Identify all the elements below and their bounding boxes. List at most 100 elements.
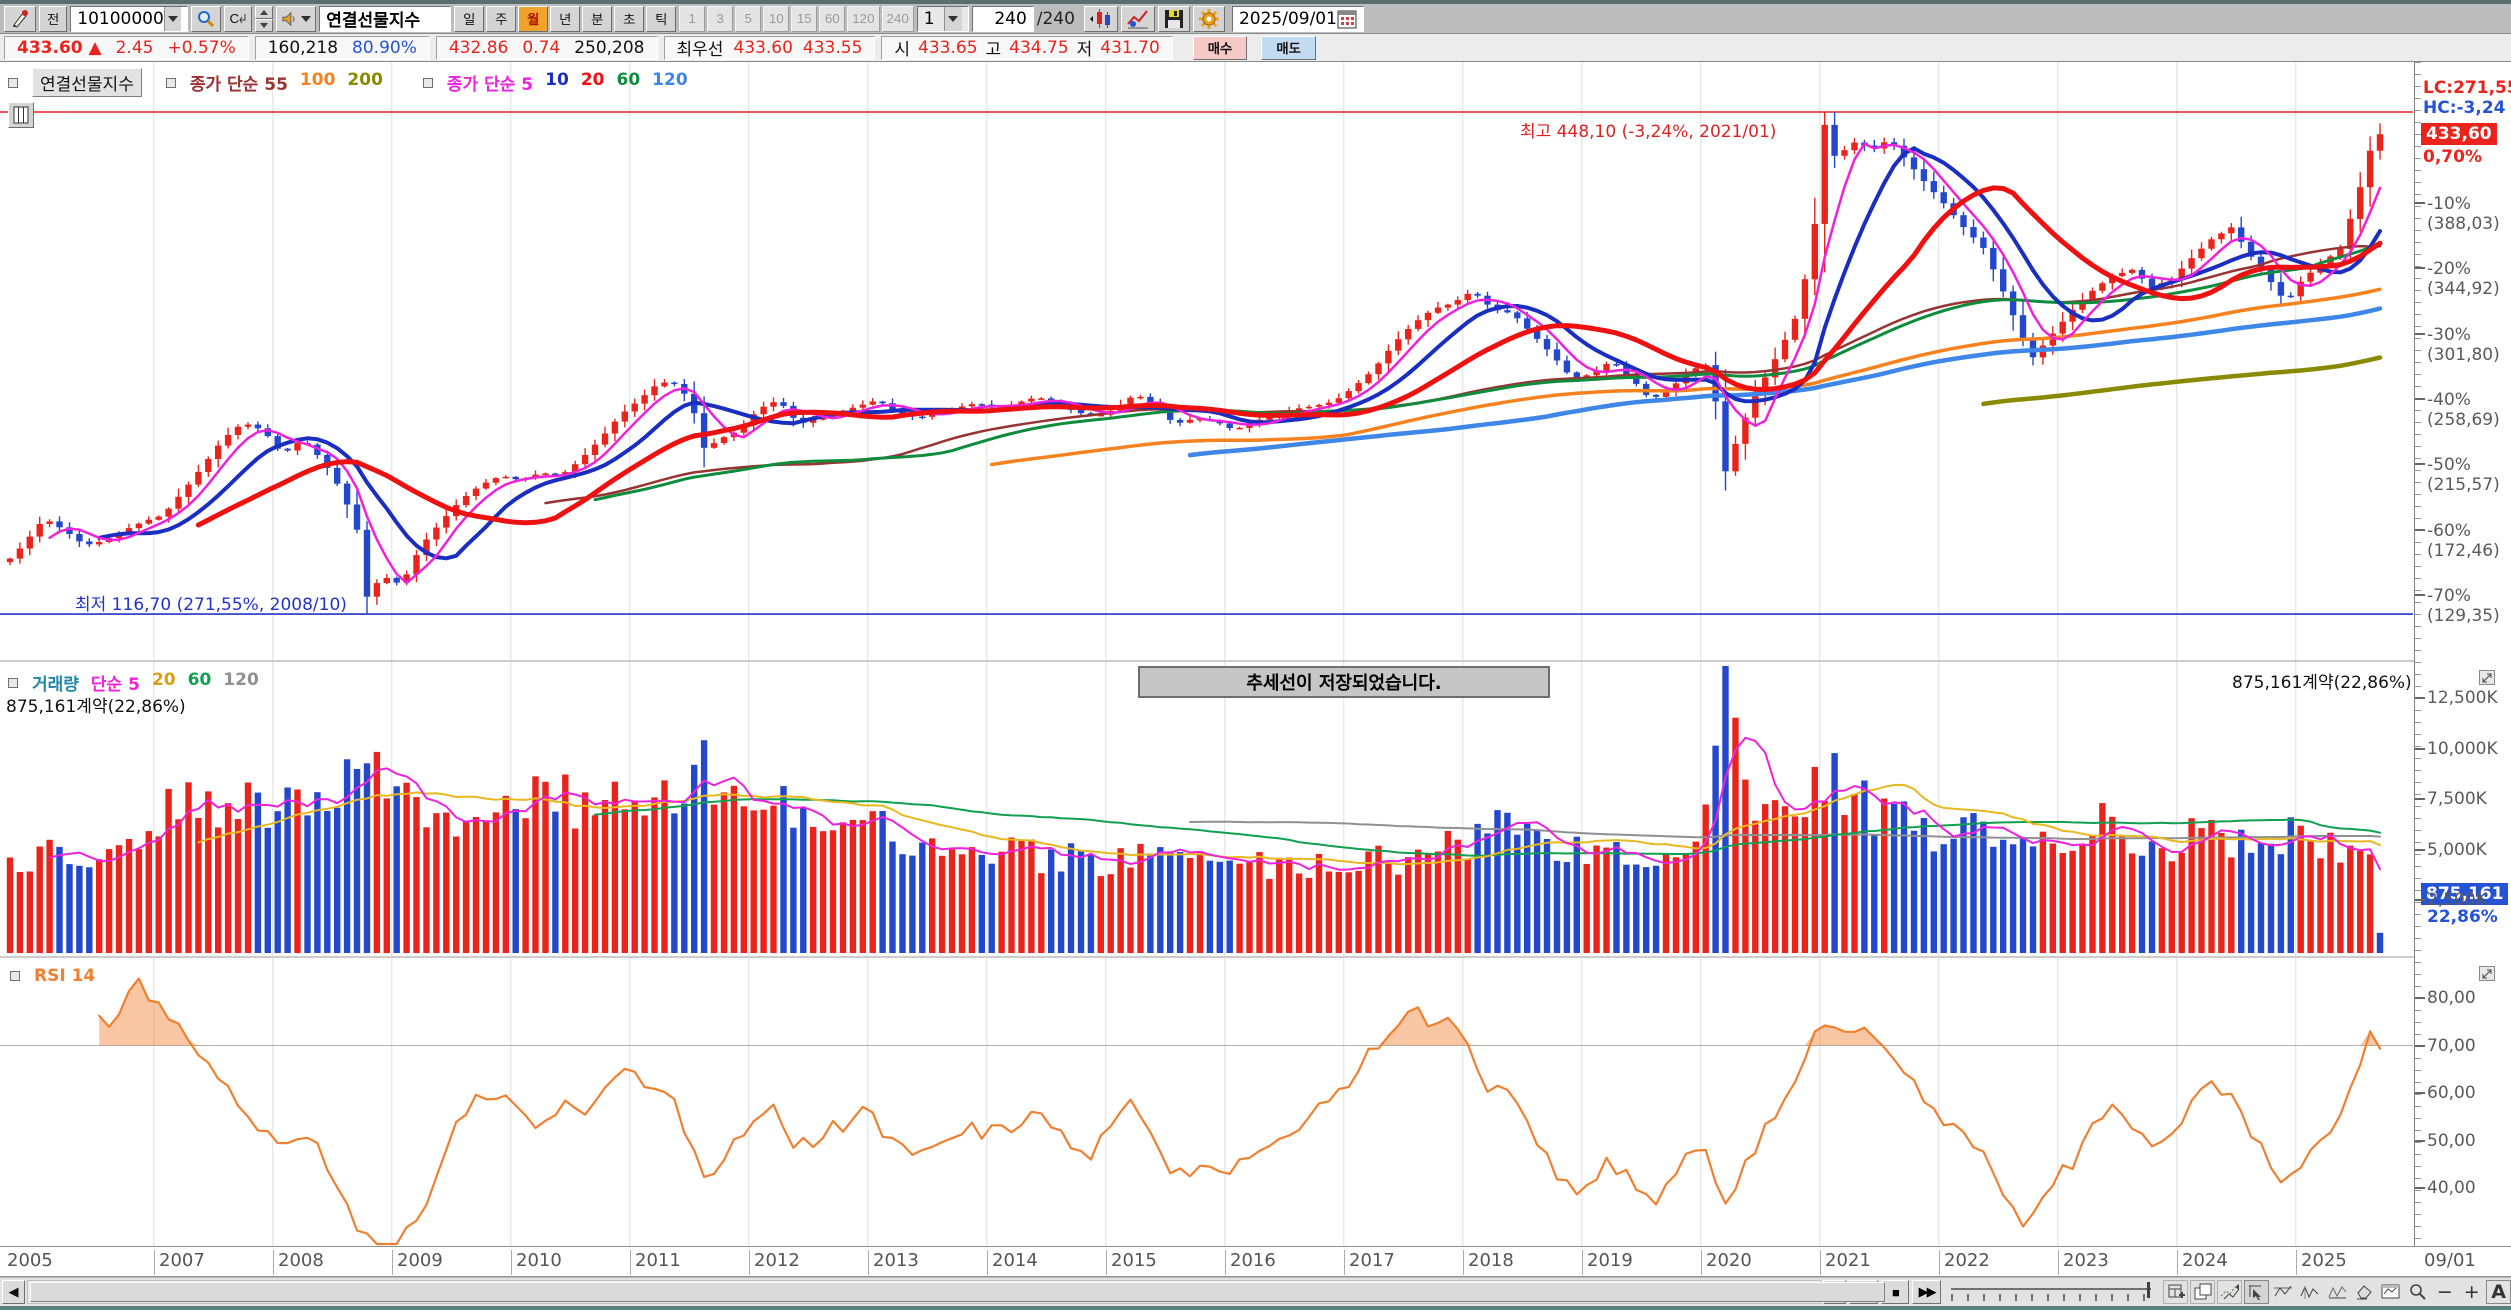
ohl-segment: 시 433.65 고 434.75 저 431.70	[881, 35, 1173, 60]
period-button-초[interactable]: 초	[614, 5, 645, 32]
rsi-legend-checkbox[interactable]	[10, 971, 20, 981]
sell-button[interactable]: 매도	[1261, 35, 1316, 60]
pen-tool-icon[interactable]	[4, 5, 36, 32]
axis-tick-ruler	[2415, 62, 2421, 1246]
chart-snapshot-icon[interactable]	[2378, 1280, 2404, 1304]
period-button-일[interactable]: 일	[454, 5, 485, 32]
hc-label: HC:-3,24	[2423, 98, 2506, 118]
auto-scale-button[interactable]: A	[2486, 1280, 2511, 1304]
zigzag-tool-icon[interactable]	[2270, 1280, 2296, 1304]
jeon-button[interactable]: 전	[39, 5, 68, 32]
minute-button-5[interactable]: 5	[735, 5, 762, 32]
replay-forward-button[interactable]: ▶▶	[1912, 1280, 1941, 1304]
line-chart-icon[interactable]	[1120, 5, 1155, 32]
best-bid: 433.60	[733, 37, 793, 58]
xaxis-year-label: 2017	[1344, 1250, 1395, 1275]
minute-button-60[interactable]: 60	[819, 5, 846, 32]
minute-button-240[interactable]: 240	[881, 5, 914, 32]
period-button-틱[interactable]: 틱	[646, 5, 677, 32]
minute-button-15[interactable]: 15	[791, 5, 818, 32]
symbol-legend-chip[interactable]: 연결선물지수	[32, 68, 142, 97]
minute-button-120[interactable]: 120	[847, 5, 880, 32]
period-button-년[interactable]: 년	[550, 5, 581, 32]
chart-plot-canvas[interactable]	[0, 62, 2511, 1246]
symbol-code-value: 10100000	[77, 8, 164, 29]
date-value: 2025/09/01	[1238, 8, 1337, 29]
main-axis-pct-label: -40%	[2427, 390, 2471, 410]
avg-price: 432.86	[448, 37, 509, 58]
sound-alert-icon[interactable]	[276, 5, 317, 32]
volume-pct: 80.90%	[352, 37, 417, 58]
minute-button-3[interactable]: 3	[707, 5, 734, 32]
interval-combo-arrow[interactable]	[943, 6, 962, 31]
wave-tool-icon[interactable]	[2297, 1280, 2323, 1304]
interval-combo[interactable]: 1	[916, 5, 969, 32]
period-button-주[interactable]: 주	[486, 5, 517, 32]
zoom-magnifier-icon[interactable]	[2405, 1280, 2431, 1304]
trendline-tool-icon[interactable]	[2217, 1280, 2243, 1304]
current-price: 433.60	[17, 37, 83, 58]
eraser-tool-icon[interactable]	[2351, 1280, 2377, 1304]
buy-button[interactable]: 매수	[1192, 35, 1248, 60]
symbol-code-combo[interactable]: 10100000	[70, 5, 189, 32]
low-value: 431.70	[1100, 37, 1160, 58]
replay-speed-slider[interactable]	[1950, 1280, 2151, 1304]
zoom-out-button[interactable]: −	[2432, 1280, 2458, 1304]
spinner-up-icon[interactable]	[255, 5, 274, 19]
price-change-segment: 433.60 ▲ 2.45 +0.57%	[4, 35, 249, 60]
scroll-left-arrow[interactable]: ◀	[2, 1280, 25, 1304]
bottom-toolbar: ◀ ▶ ◀◀ ■ ▶▶ − + A	[0, 1278, 2511, 1306]
spinner-down-icon[interactable]	[255, 18, 274, 32]
hline-grid-icon[interactable]	[8, 102, 34, 128]
price-change-pct: +0.57%	[167, 37, 236, 58]
slider-handle[interactable]	[2146, 1282, 2150, 1298]
replay-stop-button[interactable]: ■	[1880, 1280, 1910, 1304]
fibonacci-tool-icon[interactable]	[2324, 1280, 2350, 1304]
calendar-icon[interactable]	[1337, 9, 1357, 29]
cascade-windows-icon[interactable]	[2190, 1280, 2216, 1304]
zoom-in-button[interactable]: +	[2459, 1280, 2485, 1304]
high-label: 고	[985, 40, 1002, 60]
volume-legend-checkbox[interactable]	[8, 677, 18, 688]
price-badge-pct: 0,70%	[2423, 147, 2482, 167]
volume-pane-resize-icon[interactable]	[2479, 670, 2495, 685]
period-button-분[interactable]: 분	[582, 5, 613, 32]
continuous-query-button[interactable]: C	[224, 5, 253, 32]
save-chart-icon[interactable]	[1157, 5, 1190, 32]
rsi-axis-label: 60,00	[2427, 1083, 2476, 1103]
ma-set2-checkbox[interactable]	[422, 77, 433, 88]
horizontal-scrollbar[interactable]	[26, 1280, 1885, 1304]
open-value: 433.65	[918, 37, 978, 58]
main-axis-value-label: (215,57)	[2427, 475, 2500, 495]
xaxis-year-label: 2021	[1820, 1250, 1871, 1275]
candle-chart-icon[interactable]	[1083, 5, 1118, 32]
volume-axis-label: 12,500K	[2427, 688, 2498, 708]
symbol-combo-arrow[interactable]	[163, 6, 182, 31]
legend-item: 거래량	[32, 675, 79, 695]
rsi-axis-label: 70,00	[2427, 1036, 2476, 1056]
date-field[interactable]: 2025/09/01	[1231, 5, 1364, 32]
main-axis-tick	[2415, 398, 2425, 400]
xaxis-last-label: 09/01	[2424, 1250, 2476, 1271]
settings-gear-icon[interactable]	[1192, 5, 1225, 32]
xaxis-year-label: 2010	[511, 1250, 562, 1275]
rsi-axis-tick	[2415, 1092, 2425, 1094]
symbol-name-field[interactable]: 연결선물지수	[319, 5, 452, 32]
price-info-bar: 433.60 ▲ 2.45 +0.57% 160,218 80.90% 432.…	[0, 34, 2511, 62]
rsi-axis-label: 50,00	[2427, 1131, 2476, 1151]
cursor-tool-icon[interactable]	[2244, 1280, 2269, 1304]
minute-button-1[interactable]: 1	[679, 5, 706, 32]
bar-count-input[interactable]: 240	[971, 5, 1034, 32]
bar-count-total: /240	[1036, 8, 1075, 29]
symbol-spinner[interactable]	[255, 5, 274, 32]
minute-button-10[interactable]: 10	[763, 5, 790, 32]
main-legend-checkbox[interactable]	[8, 77, 18, 88]
scrollbar-thumb[interactable]	[29, 1282, 1885, 1302]
new-window-icon[interactable]	[2163, 1280, 2189, 1304]
ma-set1-checkbox[interactable]	[165, 77, 176, 88]
rsi-pane-resize-icon[interactable]	[2479, 966, 2495, 981]
symbol-search-icon[interactable]	[191, 5, 222, 32]
open-interest: 250,208	[574, 37, 645, 58]
period-button-월[interactable]: 월	[518, 5, 549, 32]
volume-current-label: 875,161계약(22,86%)	[6, 697, 186, 717]
